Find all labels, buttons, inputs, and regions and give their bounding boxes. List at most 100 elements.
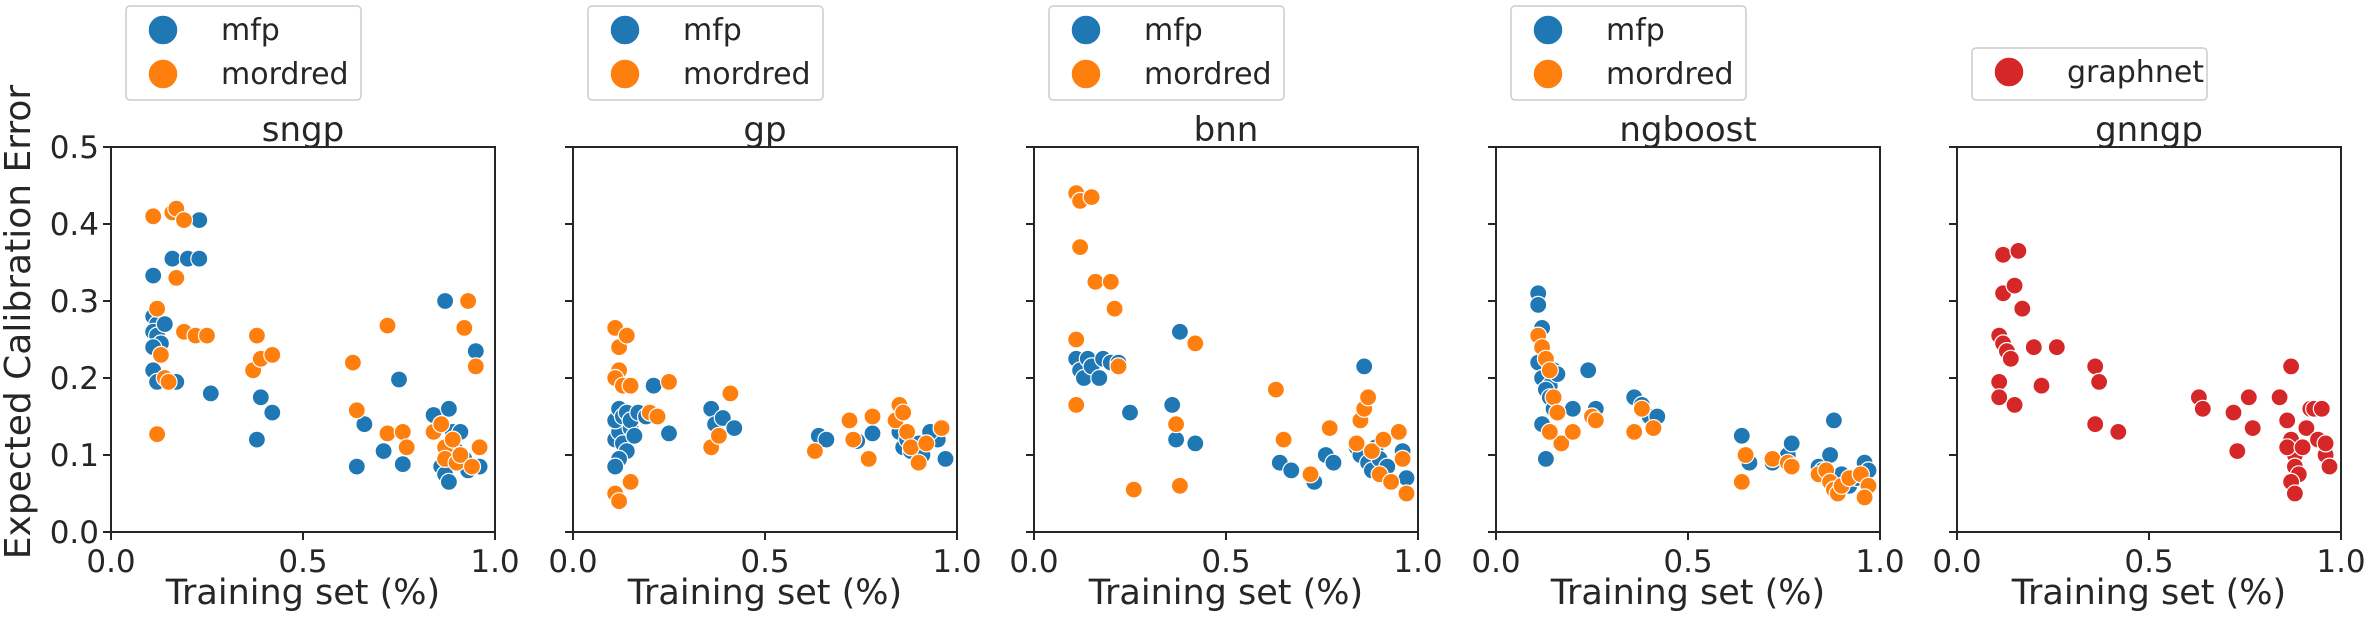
- data-point: [439, 399, 458, 418]
- x-tick-label: 1.0: [932, 544, 981, 580]
- series-mordred: [606, 318, 951, 511]
- data-point: [2243, 419, 2262, 438]
- legend-marker: [1532, 58, 1564, 90]
- x-tick-label: 0.5: [1663, 544, 1712, 580]
- legend-marker: [609, 14, 641, 46]
- data-point: [2109, 422, 2128, 441]
- data-point: [2086, 415, 2105, 434]
- data-point: [443, 430, 462, 449]
- data-point: [2047, 338, 2066, 357]
- data-point: [1540, 422, 1559, 441]
- y-axis-label: Expected Calibration Error: [0, 85, 39, 560]
- data-point: [2285, 484, 2304, 503]
- data-point: [909, 453, 928, 472]
- legend-label: mordred: [221, 57, 349, 92]
- y-tick-label: 0.0: [50, 515, 99, 551]
- data-point: [2013, 299, 2032, 318]
- data-point: [1563, 399, 1582, 418]
- legend-label: mordred: [1606, 57, 1734, 92]
- data-point: [2278, 411, 2297, 430]
- data-point: [163, 249, 182, 268]
- legend-marker: [609, 58, 641, 90]
- legend-box: [125, 5, 362, 101]
- data-point: [2086, 357, 2105, 376]
- x-tick-label: 0.5: [740, 544, 789, 580]
- y-tick-label: 0.5: [50, 130, 99, 166]
- legend-box: [1048, 5, 1285, 101]
- data-point: [709, 426, 729, 445]
- axes-frame: [1956, 146, 2342, 533]
- data-point: [1993, 245, 2013, 264]
- data-point: [1548, 403, 1567, 422]
- x-tick-label: 0.0: [1009, 544, 1058, 580]
- data-point: [1824, 411, 1844, 430]
- panel-title: gnngp: [2095, 110, 2203, 150]
- data-point: [466, 342, 485, 361]
- data-point: [439, 472, 458, 491]
- data-point: [1732, 472, 1751, 491]
- data-point: [1644, 419, 1663, 438]
- x-axis-label: Training set (%): [1550, 573, 1825, 613]
- data-point: [863, 407, 882, 426]
- data-point: [725, 419, 744, 438]
- data-point: [263, 403, 282, 422]
- data-point: [659, 424, 679, 443]
- data-point: [1090, 368, 1109, 388]
- data-point: [917, 434, 936, 453]
- x-tick-label: 0.0: [86, 544, 135, 580]
- data-point: [1070, 238, 1090, 257]
- data-point: [374, 442, 393, 461]
- data-point: [1086, 272, 1105, 291]
- x-tick-label: 1.0: [2316, 544, 2365, 580]
- y-tick-label: 0.3: [50, 284, 99, 320]
- panel-title: sngp: [262, 110, 344, 150]
- data-point: [1358, 388, 1378, 407]
- data-point: [470, 438, 489, 457]
- legend: mfp mordred: [587, 5, 824, 101]
- data-point: [1163, 395, 1182, 414]
- data-point: [1266, 380, 1286, 399]
- legend-label: mordred: [1144, 57, 1272, 92]
- data-point: [1082, 188, 1101, 207]
- data-point: [389, 370, 409, 389]
- legend-label: mfp: [1144, 13, 1203, 48]
- data-point: [1186, 334, 1205, 353]
- legend-label: mfp: [221, 13, 280, 48]
- data-point: [1355, 357, 1374, 376]
- data-point: [609, 492, 629, 511]
- data-point: [894, 403, 913, 422]
- data-point: [2224, 403, 2243, 422]
- panel-ngboost: ngboost 0.0 0.5 1.0 Training set (%) mfp mordr…: [1471, 5, 1905, 613]
- data-point: [840, 411, 859, 430]
- data-point: [251, 388, 270, 407]
- data-point: [1186, 434, 1205, 453]
- data-point: [1109, 357, 1128, 376]
- data-point: [159, 372, 178, 391]
- data-point: [2320, 457, 2339, 476]
- legend-marker: [1070, 14, 1102, 46]
- legend-label: graphnet: [2067, 55, 2204, 90]
- x-tick-label: 1.0: [1393, 544, 1442, 580]
- data-point: [2005, 276, 2024, 295]
- data-point: [1067, 330, 1086, 349]
- data-point: [901, 438, 921, 457]
- x-axis-label: Training set (%): [2011, 573, 2286, 613]
- data-point: [805, 442, 825, 461]
- data-point: [2239, 388, 2258, 407]
- legend: mfp mordred: [125, 5, 362, 101]
- data-point: [347, 457, 366, 476]
- x-tick-label: 0.0: [1932, 544, 1981, 580]
- x-tick-label: 0.0: [1471, 544, 1520, 580]
- data-point: [2024, 338, 2043, 357]
- data-point: [2316, 434, 2335, 453]
- data-point: [1393, 449, 1412, 468]
- data-point: [659, 372, 679, 391]
- data-point: [1301, 465, 1320, 484]
- data-point: [1120, 403, 1140, 422]
- data-point: [455, 318, 474, 337]
- data-point: [844, 430, 863, 449]
- data-point: [190, 211, 209, 230]
- x-tick-label: 0.5: [278, 544, 327, 580]
- data-point: [247, 430, 266, 449]
- data-point: [197, 326, 217, 345]
